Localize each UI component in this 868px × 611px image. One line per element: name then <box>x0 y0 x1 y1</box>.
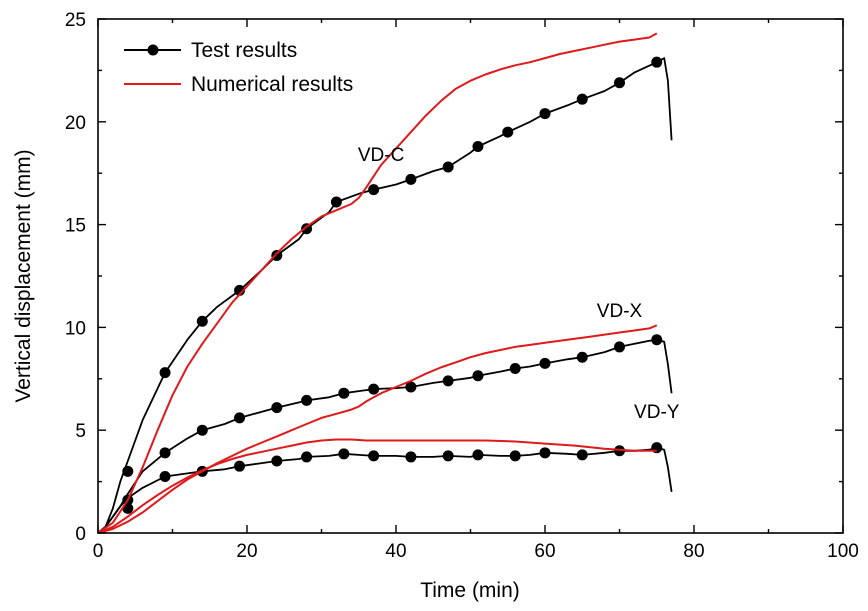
y-tick-label: 15 <box>65 216 86 237</box>
data-point-test-vd-y <box>509 450 521 462</box>
data-point-test-vd-x <box>539 357 551 369</box>
data-point-test-vd-y <box>159 470 171 482</box>
data-point-test-vd-y <box>338 448 350 460</box>
data-point-test-vd-x <box>159 447 171 459</box>
plot-marks <box>97 32 673 534</box>
data-point-test-vd-y <box>539 447 551 459</box>
data-point-test-vd-x <box>271 402 283 414</box>
y-tick-label: 25 <box>65 10 86 31</box>
data-point-test-vd-y <box>368 450 380 462</box>
x-axis-title: Time (min) <box>420 579 520 602</box>
data-point-test-vd-c <box>271 249 283 261</box>
x-tick-label: 100 <box>827 541 859 562</box>
data-point-test-vd-c <box>368 184 380 196</box>
data-point-test-vd-c <box>539 108 551 120</box>
data-point-test-vd-x <box>301 394 313 406</box>
annotation-vd-c: VD-C <box>358 145 404 166</box>
data-point-test-vd-c <box>405 173 417 185</box>
data-point-test-vd-c <box>234 284 246 296</box>
series-line-numerical-vd-c <box>97 32 658 534</box>
data-point-test-vd-x <box>368 383 380 395</box>
x-tick-label: 60 <box>534 541 555 562</box>
data-point-test-vd-x <box>614 341 625 353</box>
plot-frame <box>97 18 844 534</box>
legend-label-numerical-results: Numerical results <box>191 73 353 96</box>
x-tick-label: 80 <box>683 541 704 562</box>
data-point-test-vd-c <box>159 367 171 379</box>
data-point-test-vd-y <box>472 449 484 461</box>
tick-labels: 0 20 40 60 80 100 0 5 10 15 20 25 <box>65 10 859 562</box>
annotation-vd-y: VD-Y <box>634 402 680 423</box>
legend-label-test-results: Test results <box>191 39 297 62</box>
data-point-test-vd-c <box>442 161 454 173</box>
data-point-test-vd-x <box>442 375 454 387</box>
data-point-test-vd-x <box>338 387 350 399</box>
x-tick-label: 0 <box>93 541 104 562</box>
x-tick-label: 20 <box>236 541 257 562</box>
y-tick-label: 5 <box>75 421 86 442</box>
legend-marker-test-results <box>147 44 159 56</box>
y-axis-title: Vertical displacement (mm) <box>12 149 35 402</box>
y-tick-label: 20 <box>65 113 86 134</box>
data-point-test-vd-c <box>614 77 625 89</box>
data-point-test-vd-c <box>576 93 588 105</box>
data-point-test-vd-y <box>576 449 588 461</box>
data-point-test-vd-y <box>442 450 454 462</box>
data-point-test-vd-c <box>330 196 342 208</box>
data-point-test-vd-x <box>405 381 417 393</box>
data-point-test-vd-y <box>614 445 625 457</box>
series-line-test-vd-c <box>97 57 673 534</box>
series-line-test-vd-x <box>97 338 673 534</box>
data-point-test-vd-c <box>122 465 134 477</box>
data-point-test-vd-x <box>576 351 588 363</box>
data-point-test-vd-x <box>472 370 484 382</box>
data-point-test-vd-y <box>301 451 313 463</box>
y-tick-label: 10 <box>65 318 86 339</box>
data-point-test-vd-x <box>651 334 663 346</box>
data-point-test-vd-c <box>472 140 484 152</box>
data-point-test-vd-x <box>196 424 208 436</box>
data-point-test-vd-c <box>651 56 663 68</box>
x-tick-label: 40 <box>385 541 406 562</box>
data-point-test-vd-c <box>502 126 514 138</box>
data-point-test-vd-y <box>405 451 417 463</box>
data-point-test-vd-x <box>234 412 246 424</box>
legend: Test results Numerical results <box>124 39 353 96</box>
data-point-test-vd-c <box>196 315 208 327</box>
y-tick-label: 0 <box>75 524 86 545</box>
series-line-numerical-vd-x <box>97 324 658 534</box>
annotation-vd-x: VD-X <box>597 301 643 322</box>
axis-ticks <box>97 18 844 534</box>
series-line-numerical-vd-y <box>97 438 657 534</box>
curve-annotations: VD-C VD-X VD-Y <box>358 145 680 423</box>
data-point-test-vd-y <box>234 460 246 472</box>
data-point-test-vd-y <box>271 455 283 467</box>
series-line-test-vd-y <box>97 446 673 534</box>
data-point-test-vd-x <box>509 363 521 375</box>
